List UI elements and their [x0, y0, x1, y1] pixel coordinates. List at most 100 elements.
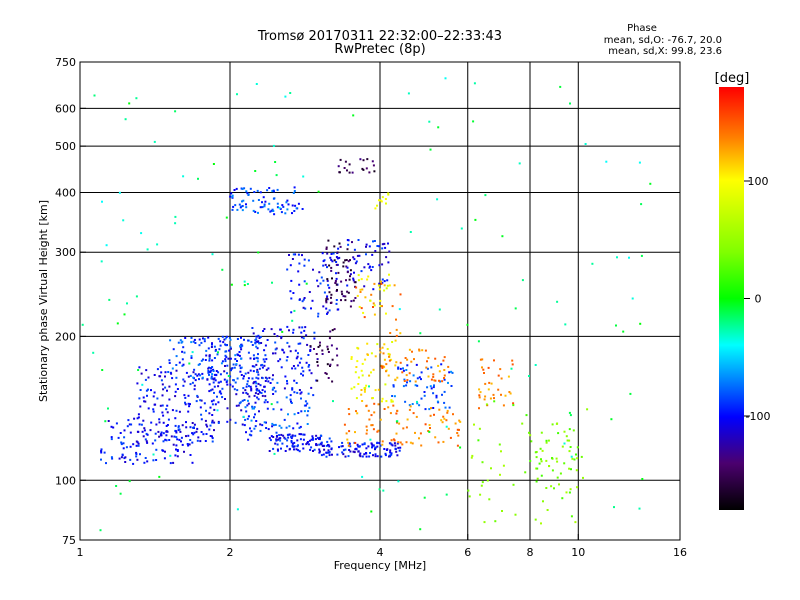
data-point: [330, 293, 333, 296]
data-point: [250, 430, 253, 433]
data-point: [212, 368, 215, 371]
data-point: [538, 462, 541, 465]
data-point: [262, 196, 265, 199]
data-point: [198, 344, 201, 347]
data-point: [208, 357, 211, 360]
data-point: [120, 441, 123, 444]
data-point: [219, 380, 222, 383]
data-point: [234, 421, 237, 424]
data-point: [310, 438, 313, 441]
data-point: [369, 265, 371, 268]
data-point: [240, 336, 242, 339]
data-point: [378, 264, 381, 267]
data-point: [139, 405, 142, 408]
data-point: [139, 389, 142, 391]
data-point: [243, 284, 246, 287]
data-point: [584, 143, 587, 145]
data-point: [333, 245, 336, 248]
data-point: [146, 248, 149, 251]
data-point: [157, 430, 160, 433]
data-point: [211, 421, 214, 424]
data-point: [120, 443, 123, 446]
data-point: [251, 344, 254, 346]
data-point: [328, 337, 331, 340]
data-point: [253, 427, 256, 430]
data-point: [629, 392, 632, 395]
data-point: [357, 279, 360, 282]
data-point: [303, 410, 306, 413]
data-point: [158, 375, 161, 378]
data-point: [264, 380, 267, 382]
data-point: [478, 388, 481, 391]
data-point: [639, 322, 642, 325]
data-point: [342, 265, 345, 268]
data-point: [386, 348, 389, 350]
data-point: [445, 419, 448, 422]
data-point: [359, 288, 362, 291]
data-point: [558, 483, 560, 486]
data-point: [205, 409, 207, 412]
data-point: [252, 199, 255, 202]
data-point: [92, 351, 95, 354]
data-point: [395, 361, 398, 364]
data-point: [379, 305, 382, 307]
data-point: [384, 452, 387, 455]
data-point: [153, 374, 156, 376]
data-point: [143, 429, 146, 432]
data-point: [265, 358, 268, 361]
data-point: [309, 345, 312, 348]
data-point: [264, 354, 267, 357]
data-point: [450, 370, 453, 373]
data-point: [214, 403, 217, 406]
data-point: [101, 200, 103, 203]
data-point: [360, 307, 363, 310]
data-point: [270, 435, 273, 438]
data-point: [158, 435, 161, 438]
x-tick-label: 8: [527, 546, 534, 559]
data-point: [221, 268, 224, 271]
data-point: [142, 435, 145, 438]
data-point: [264, 390, 266, 393]
data-point: [444, 77, 447, 80]
data-point: [369, 299, 372, 302]
data-point: [126, 425, 129, 428]
data-point: [216, 409, 219, 412]
data-point: [279, 328, 282, 331]
data-point: [303, 329, 306, 332]
data-point: [434, 357, 437, 360]
data-point: [213, 373, 216, 376]
data-point: [395, 328, 398, 331]
data-point: [288, 425, 291, 428]
data-point: [541, 449, 544, 452]
data-point: [628, 256, 630, 259]
data-point: [201, 376, 204, 379]
data-point: [289, 398, 292, 401]
data-point: [545, 487, 548, 489]
data-point: [318, 451, 321, 454]
data-point: [498, 443, 501, 446]
data-point: [243, 280, 246, 283]
data-point: [286, 380, 288, 382]
data-point: [414, 380, 417, 383]
data-point: [565, 435, 568, 438]
data-point: [260, 342, 263, 344]
data-point: [344, 448, 347, 451]
data-point: [152, 408, 155, 411]
data-point: [255, 340, 258, 343]
data-point: [244, 418, 247, 421]
data-point: [285, 201, 288, 204]
data-point: [365, 245, 367, 248]
data-point: [438, 379, 440, 382]
data-point: [149, 429, 152, 432]
data-point: [394, 447, 397, 450]
data-point: [381, 346, 384, 349]
data-point: [196, 394, 199, 397]
data-point: [296, 439, 299, 442]
data-point: [335, 272, 337, 275]
data-point: [551, 457, 553, 459]
data-point: [394, 444, 397, 447]
data-point: [297, 444, 299, 447]
data-point: [99, 529, 102, 532]
data-point: [146, 394, 148, 397]
data-point: [203, 402, 206, 405]
